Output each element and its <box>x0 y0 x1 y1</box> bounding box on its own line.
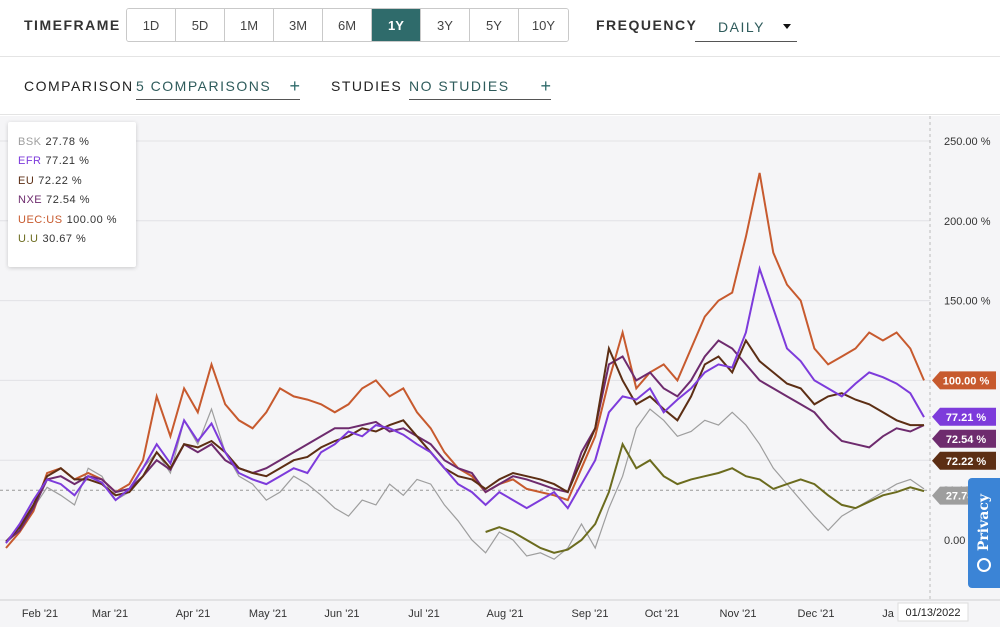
timeframe-button-group: 1D 5D 1M 3M 6M 1Y 3Y 5Y 10Y <box>126 8 569 42</box>
series-line-eu <box>5 338 924 543</box>
comparison-label: COMPARISON <box>24 78 134 94</box>
series-line-efr <box>5 264 925 544</box>
legend-item: NXE 72.54 % <box>18 194 136 213</box>
timeframe-label: TIMEFRAME <box>24 17 121 33</box>
legend-series-name: EU <box>18 174 35 187</box>
legend-series-name: BSK <box>18 136 42 148</box>
legend-series-value: 100.00 % <box>66 213 118 226</box>
value-tag-eu <box>932 451 996 470</box>
privacy-button[interactable]: Privacy <box>968 478 1000 588</box>
value-tag-label: 77.21 % <box>946 412 987 424</box>
y-tick-label: 200.00 % <box>944 216 991 228</box>
chart-legend: BSK 27.78 % EFR 77.21 % EU 72.22 % NXE 72.54 % U… <box>8 122 136 267</box>
legend-item: EU 72.22 % <box>18 175 136 194</box>
value-tag-uecus <box>932 371 996 390</box>
x-tick-label: Aug '21 <box>487 608 524 620</box>
add-comparison-icon[interactable]: + <box>289 75 300 96</box>
x-tick-label: Jul '21 <box>408 608 439 620</box>
comparison-bar: COMPARISON 5 COMPARISONS + STUDIES NO ST… <box>0 57 1000 115</box>
value-tag-label: 72.22 % <box>946 456 987 468</box>
legend-series-name: NXE <box>18 194 43 207</box>
legend-series-value: 77.21 % <box>45 155 90 168</box>
legend-series-name: UEC:US <box>18 213 63 226</box>
toolbar: TIMEFRAME 1D 5D 1M 3M 6M 1Y 3Y 5Y 10Y FREQUENCY … <box>0 0 1000 57</box>
comparison-chart[interactable]: 250.00 %200.00 %150.00 %100.00 %50.00 %0… <box>0 116 1000 627</box>
add-study-icon[interactable]: + <box>540 75 551 96</box>
x-tick-label: Jun '21 <box>324 608 359 620</box>
legend-item: BSK 27.78 % <box>18 136 136 155</box>
legend-series-name: U.U <box>18 232 39 245</box>
x-tick-label: Sep '21 <box>572 608 609 620</box>
legend-item: U.U 30.67 % <box>18 233 136 252</box>
comparison-select[interactable]: 5 COMPARISONS + <box>136 72 300 100</box>
frequency-label: FREQUENCY <box>596 17 698 33</box>
privacy-label: Privacy <box>976 494 992 552</box>
x-tick-label: Ja <box>882 608 895 620</box>
y-tick-label: 150.00 % <box>944 296 991 308</box>
studies-label: STUDIES <box>331 78 403 94</box>
timeframe-button-1d[interactable]: 1D <box>127 9 176 41</box>
timeframe-button-5y[interactable]: 5Y <box>470 9 519 41</box>
timeframe-button-1y[interactable]: 1Y <box>372 9 421 41</box>
studies-value: NO STUDIES <box>409 77 510 94</box>
series-line-uecus <box>5 172 925 549</box>
chevron-down-icon <box>783 24 791 29</box>
frequency-select[interactable]: DAILY <box>695 12 797 42</box>
legend-item: UEC:US 100.00 % <box>18 214 136 233</box>
frequency-value: DAILY <box>718 18 765 35</box>
legend-series-value: 72.22 % <box>38 174 83 187</box>
timeframe-button-1m[interactable]: 1M <box>225 9 274 41</box>
timeframe-button-10y[interactable]: 10Y <box>519 9 568 41</box>
series-line-uu <box>485 441 925 554</box>
chart-area[interactable]: 250.00 %200.00 %150.00 %100.00 %50.00 %0… <box>0 116 1000 627</box>
legend-series-value: 30.67 % <box>42 232 87 245</box>
x-tick-label: Oct '21 <box>645 608 680 620</box>
x-tick-label: Dec '21 <box>798 608 835 620</box>
current-date-label: 01/13/2022 <box>905 607 960 619</box>
legend-item: EFR 77.21 % <box>18 155 136 174</box>
x-tick-label: Nov '21 <box>720 608 757 620</box>
timeframe-button-6m[interactable]: 6M <box>323 9 372 41</box>
timeframe-button-3y[interactable]: 3Y <box>421 9 470 41</box>
timeframe-button-3m[interactable]: 3M <box>274 9 323 41</box>
studies-select[interactable]: NO STUDIES + <box>409 72 551 100</box>
legend-series-value: 27.78 % <box>45 136 90 148</box>
legend-series-value: 72.54 % <box>46 194 90 207</box>
x-tick-label: May '21 <box>249 608 287 620</box>
value-tag-efr <box>932 407 996 426</box>
current-date-box <box>897 602 969 622</box>
x-tick-label: Mar '21 <box>92 608 128 620</box>
value-tag-nxe <box>932 429 996 448</box>
value-tag-label: 72.54 % <box>946 434 987 446</box>
gear-icon <box>977 557 991 572</box>
series-line-nxe <box>5 339 925 543</box>
comparison-value: 5 COMPARISONS <box>136 77 272 94</box>
timeframe-button-5d[interactable]: 5D <box>176 9 225 41</box>
legend-series-name: EFR <box>18 155 42 168</box>
value-tag-label: 100.00 % <box>943 375 990 387</box>
x-tick-label: Feb '21 <box>22 608 58 620</box>
y-tick-label: 250.00 % <box>944 136 991 148</box>
x-tick-label: Apr '21 <box>176 608 211 620</box>
